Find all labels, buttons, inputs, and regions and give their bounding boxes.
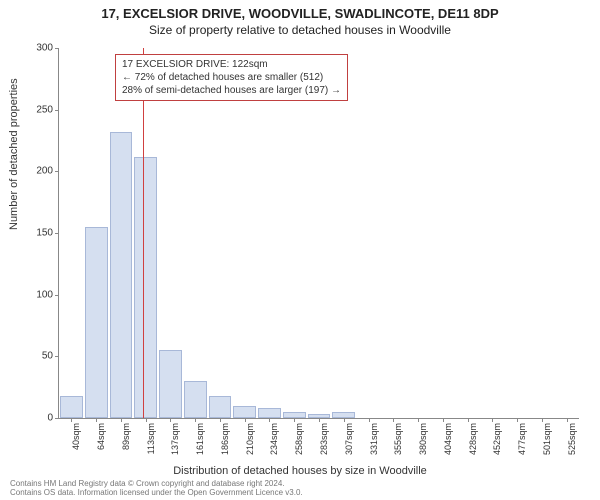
x-axis-label: Distribution of detached houses by size … (0, 465, 600, 477)
xtick-mark (468, 418, 469, 422)
page-title: 17, EXCELSIOR DRIVE, WOODVILLE, SWADLINC… (0, 0, 600, 21)
property-marker-line (143, 48, 144, 418)
xtick-mark (418, 418, 419, 422)
xtick-mark (393, 418, 394, 422)
xtick-mark (71, 418, 72, 422)
ytick-label: 0 (23, 413, 53, 424)
ytick-label: 100 (23, 289, 53, 300)
histogram-bar (258, 408, 281, 418)
ytick-mark (55, 295, 59, 296)
histogram-bar (85, 227, 108, 418)
xtick-mark (542, 418, 543, 422)
xtick-mark (369, 418, 370, 422)
annotation-line2: ← 72% of detached houses are smaller (51… (122, 71, 341, 84)
ytick-mark (55, 233, 59, 234)
ytick-label: 150 (23, 228, 53, 239)
histogram-bar (134, 157, 157, 418)
xtick-mark (269, 418, 270, 422)
histogram-bar (233, 406, 256, 418)
xtick-mark (294, 418, 295, 422)
ytick-mark (55, 110, 59, 111)
histogram-bar (159, 350, 182, 418)
xtick-mark (443, 418, 444, 422)
xtick-mark (170, 418, 171, 422)
histogram-bar (184, 381, 207, 418)
y-axis-label: Number of detached properties (8, 78, 20, 230)
histogram-chart: 05010015020025030040sqm64sqm89sqm113sqm1… (58, 48, 578, 418)
annotation-line3: 28% of semi-detached houses are larger (… (122, 84, 341, 97)
xtick-mark (121, 418, 122, 422)
xtick-mark (96, 418, 97, 422)
ytick-label: 200 (23, 166, 53, 177)
histogram-bar (60, 396, 83, 418)
page-subtitle: Size of property relative to detached ho… (0, 21, 600, 37)
footer-line1: Contains HM Land Registry data © Crown c… (10, 479, 303, 489)
xtick-mark (492, 418, 493, 422)
ytick-label: 50 (23, 351, 53, 362)
ytick-mark (55, 356, 59, 357)
ytick-label: 300 (23, 43, 53, 54)
footer-line2: Contains OS data. Information licensed u… (10, 488, 303, 498)
annotation-line1: 17 EXCELSIOR DRIVE: 122sqm (122, 58, 341, 71)
xtick-mark (567, 418, 568, 422)
ytick-mark (55, 418, 59, 419)
histogram-bar (110, 132, 133, 418)
xtick-mark (146, 418, 147, 422)
plot-area: 05010015020025030040sqm64sqm89sqm113sqm1… (58, 48, 579, 419)
footer-attribution: Contains HM Land Registry data © Crown c… (10, 479, 303, 498)
ytick-mark (55, 48, 59, 49)
xtick-mark (319, 418, 320, 422)
xtick-mark (517, 418, 518, 422)
xtick-mark (220, 418, 221, 422)
annotation-box: 17 EXCELSIOR DRIVE: 122sqm← 72% of detac… (115, 54, 348, 101)
xtick-mark (195, 418, 196, 422)
ytick-label: 250 (23, 104, 53, 115)
ytick-mark (55, 171, 59, 172)
histogram-bar (209, 396, 232, 418)
xtick-mark (344, 418, 345, 422)
xtick-mark (245, 418, 246, 422)
